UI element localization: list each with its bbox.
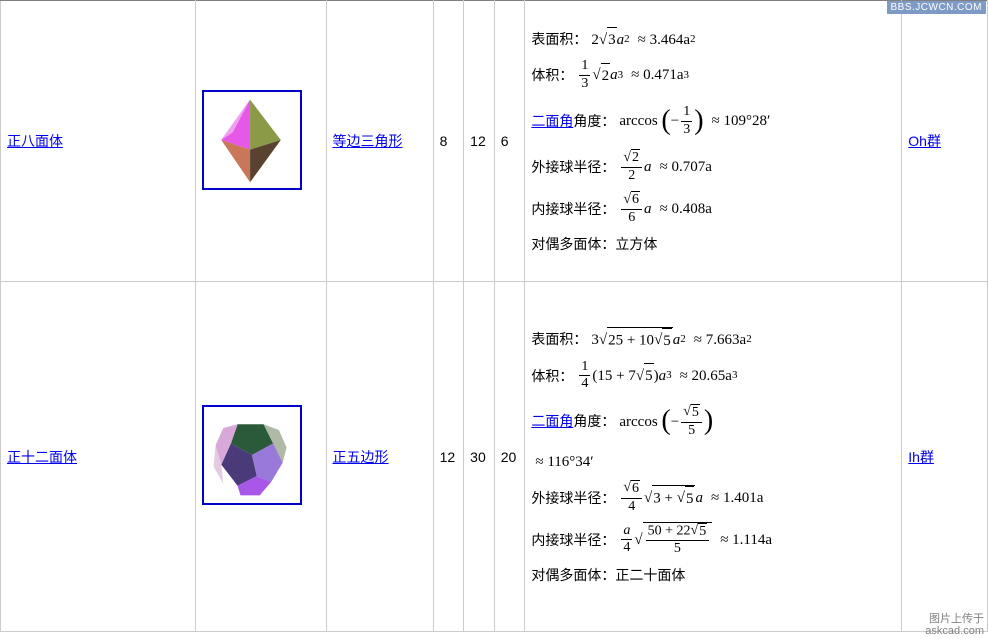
watermark-bottom: 图片上传于 askcad.com <box>925 613 984 637</box>
symmetry-cell: Oh群 <box>902 1 988 282</box>
surface-area-label: 表面积： <box>531 28 587 50</box>
properties-cell: 表面积： 325 + 105a2 ≈ 7.663a2 体积： 14(15 + 7… <box>525 282 902 632</box>
dihedral-approx: ≈ 109°28′ <box>712 109 771 133</box>
symmetry-link[interactable]: Ih群 <box>908 449 934 465</box>
circumradius-label: 外接球半径： <box>531 487 615 509</box>
surface-area-approx: ≈ 3.464a2 <box>638 28 696 52</box>
properties-cell: 表面积： 23a2 ≈ 3.464a2 体积： 132a3 ≈ 0.471a3 … <box>525 1 902 282</box>
volume-label: 体积： <box>531 64 573 86</box>
faces-cell: 12 <box>433 282 464 632</box>
dual-label: 对偶多面体： <box>531 233 615 255</box>
solid-image-cell <box>195 282 326 632</box>
edges-cell: 12 <box>464 1 495 282</box>
face-type-link[interactable]: 等边三角形 <box>333 133 403 149</box>
face-type-link[interactable]: 正五边形 <box>333 449 389 465</box>
dual-value: 正二十面体 <box>615 564 685 586</box>
inradius-formula: 66a <box>619 191 651 227</box>
circumradius-approx: ≈ 0.707a <box>660 155 712 179</box>
face-type-cell: 等边三角形 <box>326 1 433 282</box>
face-type-cell: 正五边形 <box>326 282 433 632</box>
inradius-formula: a450 + 2255 <box>619 522 712 559</box>
symmetry-cell: Ih群 <box>902 282 988 632</box>
symmetry-link[interactable]: Oh群 <box>908 133 941 149</box>
vertices-cell: 6 <box>494 1 525 282</box>
dihedral-formula: arccos (−13) <box>619 99 703 144</box>
inradius-approx: ≈ 1.114a <box>720 528 772 552</box>
inradius-label: 内接球半径： <box>531 198 615 220</box>
inradius-label: 内接球半径： <box>531 529 615 551</box>
volume-formula: 132a3 <box>577 58 623 93</box>
dodecahedron-image <box>202 405 302 505</box>
dihedral-label: 角度： <box>573 110 615 132</box>
solid-name-link[interactable]: 正十二面体 <box>7 449 77 465</box>
surface-area-label: 表面积： <box>531 328 587 350</box>
dihedral-link[interactable]: 二面角 <box>531 410 573 432</box>
volume-approx: ≈ 0.471a3 <box>631 63 689 87</box>
circumradius-approx: ≈ 1.401a <box>711 486 763 510</box>
solid-image-cell <box>195 1 326 282</box>
inradius-approx: ≈ 0.408a <box>660 197 712 221</box>
dihedral-label: 角度： <box>573 410 615 432</box>
surface-area-formula: 325 + 105a2 <box>591 327 685 353</box>
dihedral-formula: arccos (−55) <box>619 399 713 444</box>
dual-value: 立方体 <box>615 233 657 255</box>
page: BBS.JCWCN.COM 图片上传于 askcad.com 正八面体 <box>0 0 988 639</box>
solid-name-link[interactable]: 正八面体 <box>7 133 63 149</box>
circumradius-formula: 643 + 5a <box>619 480 703 516</box>
volume-label: 体积： <box>531 365 573 387</box>
solid-name-cell: 正八面体 <box>1 1 196 282</box>
watermark-top: BBS.JCWCN.COM <box>887 1 987 14</box>
faces-cell: 8 <box>433 1 464 282</box>
vertices-cell: 20 <box>494 282 525 632</box>
dihedral-link[interactable]: 二面角 <box>531 110 573 132</box>
solids-table: 正八面体 等边三角形 8 12 6 <box>0 0 988 632</box>
surface-area-approx: ≈ 7.663a2 <box>694 328 752 352</box>
edges-cell: 30 <box>464 282 495 632</box>
circumradius-formula: 22a <box>619 149 651 185</box>
dual-label: 对偶多面体： <box>531 564 615 586</box>
dihedral-approx: ≈ 116°34′ <box>535 450 593 474</box>
solid-name-cell: 正十二面体 <box>1 282 196 632</box>
volume-approx: ≈ 20.65a3 <box>680 364 738 388</box>
surface-area-formula: 23a2 <box>591 27 629 52</box>
circumradius-label: 外接球半径： <box>531 156 615 178</box>
volume-formula: 14(15 + 75)a3 <box>577 359 671 394</box>
octahedron-image <box>202 90 302 190</box>
